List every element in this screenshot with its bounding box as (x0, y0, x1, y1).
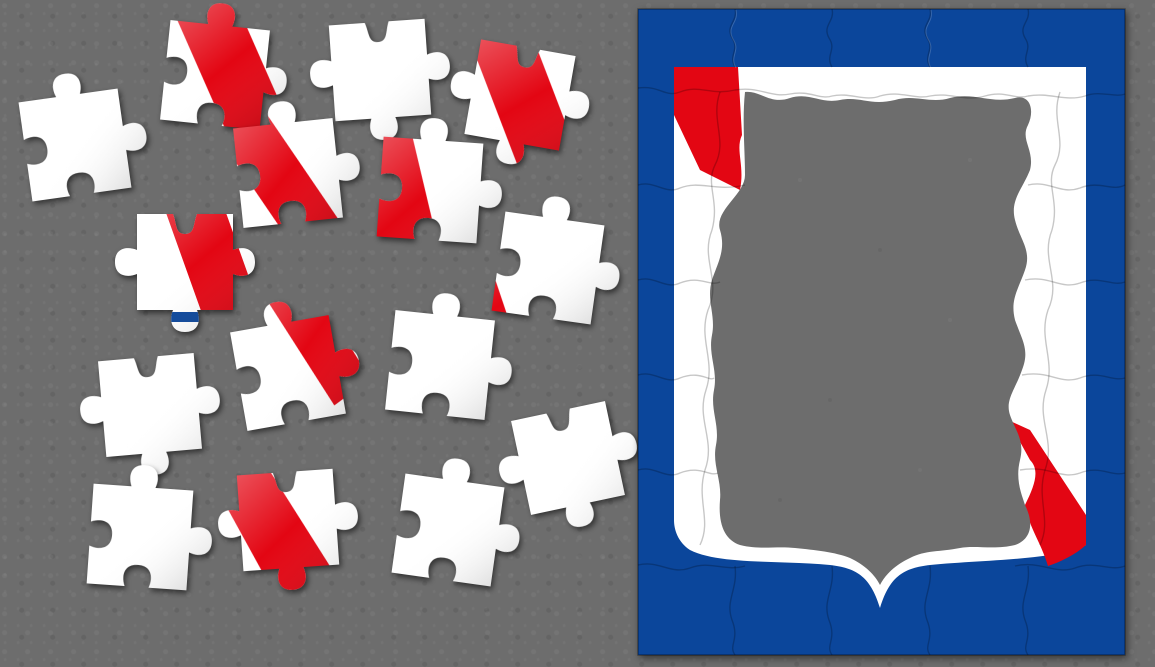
puzzle-piece[interactable] (105, 182, 265, 342)
puzzle-piece[interactable] (76, 351, 226, 481)
puzzle-piece[interactable] (203, 435, 374, 606)
board-empty-slots[interactable] (710, 92, 1031, 585)
puzzle-piece[interactable] (15, 64, 153, 202)
puzzle-board[interactable] (638, 9, 1125, 655)
puzzle-piece[interactable] (87, 462, 217, 592)
loose-pieces-area (15, 0, 651, 605)
puzzle-piece[interactable] (490, 396, 651, 541)
